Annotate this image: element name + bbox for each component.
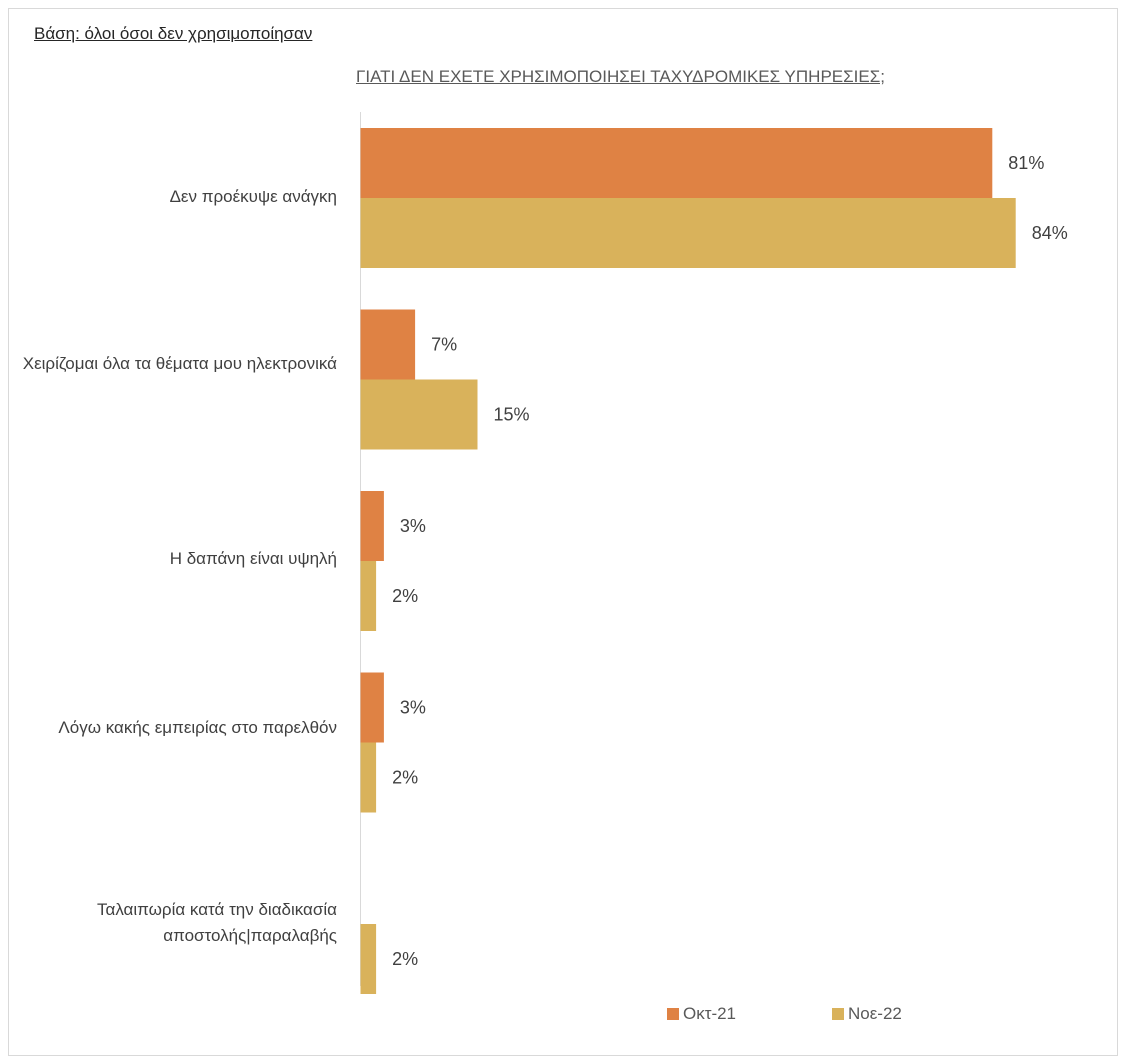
- category-label-bad-experience: Λόγω κακής εμπειρίας στο παρελθόν: [58, 718, 337, 737]
- data-label-2-2: 15%: [494, 405, 530, 425]
- category-label-high-cost: Η δαπάνη είναι υψηλή: [169, 549, 337, 568]
- bar-2-4: [360, 742, 377, 813]
- data-label-2-1: 84%: [1032, 223, 1068, 243]
- data-label-1-1: 81%: [1008, 153, 1044, 173]
- base-note: Βάση: όλοι όσοι δεν χρησιμοποίησαν: [34, 24, 313, 43]
- data-label-1-3: 3%: [400, 516, 426, 536]
- data-label-2-3: 2%: [392, 586, 418, 606]
- category-label-handle-online: Χειρίζομαι όλα τα θέματα μου ηλεκτρονικά: [22, 354, 337, 373]
- data-label-2-5: 2%: [392, 949, 418, 969]
- data-label-2-4: 2%: [392, 768, 418, 788]
- category-label-no-need: Δεν προέκυψε ανάγκη: [169, 187, 337, 206]
- legend-label-series-2: Νοε-22: [848, 1004, 902, 1023]
- data-label-1-2: 7%: [431, 335, 457, 355]
- legend-label-series-1: Οκτ-21: [683, 1004, 737, 1023]
- chart-title: ΓΙΑΤΙ ΔΕΝ ΕΧΕΤΕ ΧΡΗΣΙΜΟΠΟΙΗΣΕΙ ΤΑΧΥΔΡΟΜΙ…: [356, 67, 885, 86]
- data-label-1-4: 3%: [400, 698, 426, 718]
- bar-1-3: [360, 491, 384, 561]
- category-label-inconvenience: Ταλαιπωρία κατά την διαδικασία αποστολής…: [96, 900, 337, 945]
- legend-item-series-2: Νοε-22: [832, 1004, 902, 1024]
- bar-1-1: [360, 128, 993, 198]
- bar-2-1: [360, 198, 1016, 268]
- bar-2-3: [360, 561, 377, 631]
- bar-2-2: [360, 379, 478, 450]
- legend-item-series-1: Οκτ-21: [667, 1004, 736, 1024]
- legend-swatch-series-2: [832, 1008, 844, 1020]
- bar-2-5: [360, 924, 377, 994]
- bar-1-2: [360, 309, 416, 380]
- bar-1-4: [360, 672, 384, 743]
- legend-swatch-series-1: [667, 1008, 679, 1020]
